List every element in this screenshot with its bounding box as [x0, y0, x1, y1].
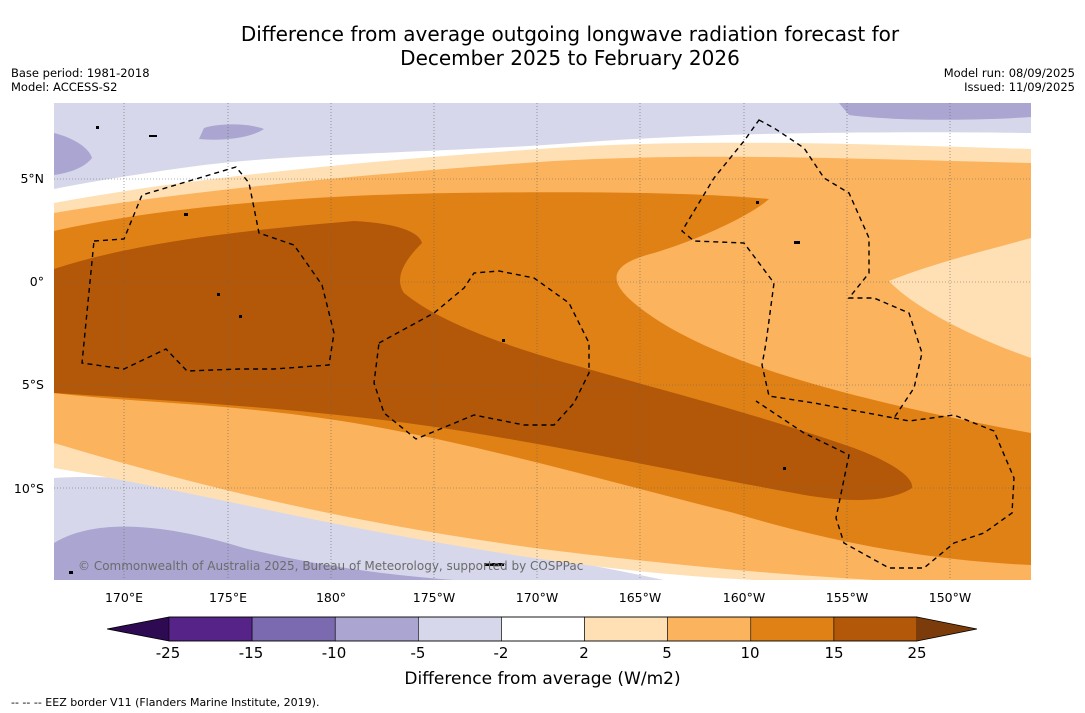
colorbar-cell: [501, 616, 585, 642]
eez-border-east-south: [755, 400, 1015, 569]
colorbar-label: 10: [740, 644, 760, 662]
lon-label-175e: 175°E: [208, 590, 247, 605]
lat-label-5n: 5°N: [20, 171, 44, 186]
positive-patch-2-5-east: [889, 238, 1031, 358]
colorbar-label: 15: [824, 644, 844, 662]
map-title: Difference from average outgoing longwav…: [0, 22, 1085, 70]
colorbar-cell: [418, 616, 502, 642]
lon-label-150w: 150°W: [928, 590, 972, 605]
base-model-info: Base period: 1981-2018 Model: ACCESS-S2: [11, 66, 150, 94]
eez-border-west: [81, 166, 335, 372]
model-run-date: Model run: 08/09/2025: [943, 66, 1075, 80]
colorbar-extend-low: [107, 617, 169, 641]
olr-anomaly-map: © Commonwealth of Australia 2025, Bureau…: [54, 103, 1031, 580]
colorbar-title: Difference from average (W/m2): [404, 669, 681, 689]
positive-core-15-25: [54, 221, 913, 500]
colorbar-cell: [334, 616, 419, 642]
colorbar-label: -5: [410, 644, 426, 662]
run-issue-info: Model run: 08/09/2025 Issued: 11/09/2025: [944, 66, 1075, 94]
lat-label-5s: 5°S: [21, 377, 44, 392]
colorbar-cell: [667, 616, 752, 642]
model-name: Model: ACCESS-S2: [11, 80, 118, 94]
title-line-1: Difference from average outgoing longwav…: [240, 22, 900, 46]
colorbar-cell: [251, 616, 336, 642]
colorbar-cells: [168, 616, 918, 642]
copyright-text: © Commonwealth of Australia 2025, Bureau…: [78, 559, 583, 573]
colorbar-label: -10: [321, 644, 347, 662]
base-period: Base period: 1981-2018: [11, 66, 150, 80]
title-line-2: December 2025 to February 2026: [400, 46, 740, 70]
colorbar: [107, 616, 978, 642]
colorbar-label: 2: [579, 644, 589, 662]
negative-band-north: [54, 103, 1031, 189]
negative-band-south-strong: [54, 526, 454, 580]
eez-borders: [81, 119, 1015, 569]
lon-label-165w: 165°W: [618, 590, 662, 605]
lat-label-10s: 10°S: [13, 481, 44, 496]
colorbar-cell: [168, 616, 253, 642]
colorbar-extend-high: [917, 617, 977, 641]
grid-lines: [54, 103, 1031, 580]
issued-date: Issued: 11/09/2025: [964, 80, 1075, 94]
colorbar-label: -2: [493, 644, 509, 662]
islands: [69, 126, 800, 574]
colorbar-label: -25: [155, 644, 181, 662]
eez-border-central: [373, 270, 590, 440]
colorbar-cell: [584, 616, 668, 642]
lon-label-170w: 170°W: [515, 590, 559, 605]
colorbar-label: -15: [238, 644, 264, 662]
negative-band-north-strong-1: [54, 133, 92, 175]
lon-label-175w: 175°W: [412, 590, 456, 605]
colorbar-cell: [750, 616, 835, 642]
colorbar-cell: [833, 616, 918, 642]
negative-band-north-strong-2: [199, 124, 264, 140]
lon-label-155w: 155°W: [825, 590, 869, 605]
eez-legend-note: -- -- -- EEZ border V11 (Flanders Marine…: [11, 696, 320, 709]
colorbar-label: 5: [662, 644, 672, 662]
lon-label-170e: 170°E: [104, 590, 143, 605]
lat-label-0: 0°: [29, 274, 44, 289]
lon-label-180: 180°: [315, 590, 347, 605]
negative-band-north-strong-3: [839, 103, 1031, 120]
lon-label-160w: 160°W: [722, 590, 766, 605]
colorbar-label: 25: [907, 644, 927, 662]
